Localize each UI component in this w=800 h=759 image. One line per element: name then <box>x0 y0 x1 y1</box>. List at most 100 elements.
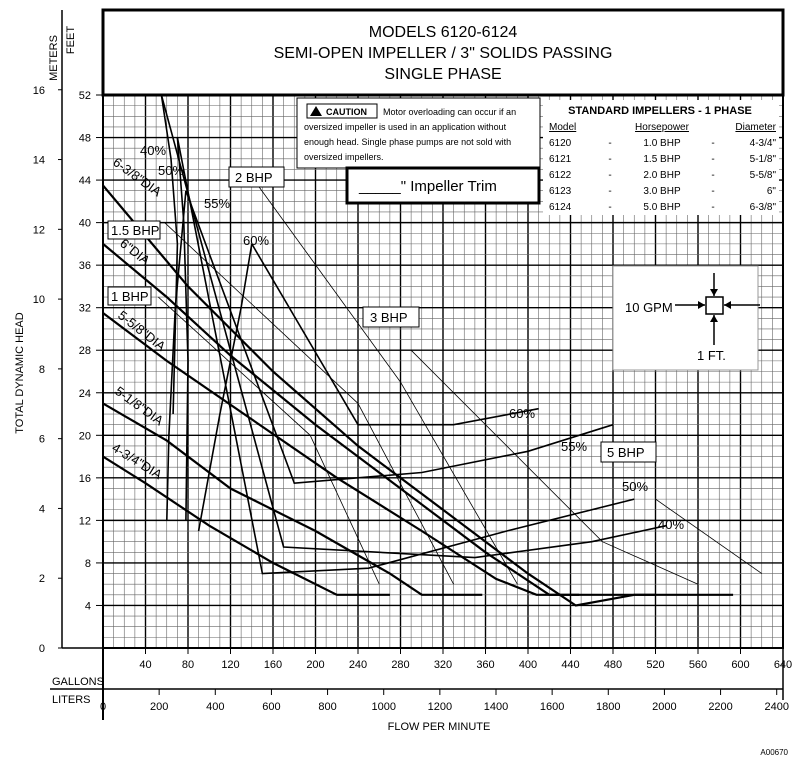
tick-label-liters: 2200 <box>708 701 732 713</box>
tick-label-meters: 12 <box>33 224 45 236</box>
head-curve <box>102 184 734 607</box>
tick-label-feet: 16 <box>79 473 91 485</box>
label-eff-40-top: 40% <box>140 143 166 158</box>
tick-label-gallons: 440 <box>561 659 579 671</box>
tick-label-meters: 10 <box>33 294 45 306</box>
tick-label-liters: 1000 <box>371 701 395 713</box>
scale-ft-label: 1 FT. <box>697 348 726 363</box>
x-axis-label: FLOW PER MINUTE <box>388 721 491 733</box>
efficiency-curve <box>176 137 189 521</box>
tick-label-feet: 28 <box>79 345 91 357</box>
head-curve <box>102 243 656 596</box>
feet-axis-label: FEET <box>65 26 77 54</box>
table-cell: 6120 <box>549 138 572 149</box>
tick-label-feet: 8 <box>85 558 91 570</box>
table-cell: 4-3/4" <box>750 138 777 149</box>
tick-label-meters: 16 <box>33 85 45 97</box>
tick-label-feet: 36 <box>79 260 91 272</box>
efficiency-curve <box>176 137 635 575</box>
table-cell: - <box>711 202 714 213</box>
tick-label-liters: 800 <box>318 701 336 713</box>
tick-label-feet: 32 <box>79 303 91 315</box>
table-cell: 2.0 BHP <box>643 170 681 181</box>
table-cell: - <box>608 202 611 213</box>
label-1-bhp: 1 BHP <box>111 289 149 304</box>
table-cell: 5-5/8" <box>750 170 777 181</box>
efficiency-curve <box>166 190 187 521</box>
title-line-2: SEMI-OPEN IMPELLER / 3" SOLIDS PASSING <box>274 45 613 62</box>
impeller-trim-text: _____" Impeller Trim <box>358 178 497 195</box>
gallons-axis-label: GALLONS <box>52 676 104 688</box>
table-header-diameter: Diameter <box>735 122 776 133</box>
svg-text:!: ! <box>317 111 319 117</box>
caution-box: ! CAUTION Motor overloading can occur if… <box>296 97 541 169</box>
warning-icon <box>310 106 322 116</box>
table-cell: - <box>711 138 714 149</box>
efficiency-curve <box>160 94 667 559</box>
tick-label-liters: 1200 <box>428 701 452 713</box>
efficiency-curve <box>185 190 614 485</box>
label-eff-55-top: 55% <box>204 196 230 211</box>
head-curve <box>102 455 390 596</box>
table-cell: 6124 <box>549 202 572 213</box>
figure-code: A00670 <box>760 748 788 757</box>
tick-label-gallons: 400 <box>519 659 537 671</box>
tick-label-gallons: 320 <box>434 659 452 671</box>
tick-label-gallons: 160 <box>264 659 282 671</box>
tick-label-gallons: 640 <box>774 659 792 671</box>
tick-label-liters: 1600 <box>540 701 564 713</box>
table-cell: 6123 <box>549 186 572 197</box>
caution-badge: CAUTION <box>326 107 367 117</box>
y-axis-label: TOTAL DYNAMIC HEAD <box>14 312 26 433</box>
tick-label-meters: 4 <box>39 503 45 515</box>
table-cell: - <box>608 154 611 165</box>
tick-label-liters: 1800 <box>596 701 620 713</box>
label-eff-40-right: 40% <box>658 517 684 532</box>
title-line-3: SINGLE PHASE <box>384 66 501 83</box>
tick-label-gallons: 280 <box>391 659 409 671</box>
bhp-line <box>410 349 699 585</box>
tick-label-feet: 4 <box>85 600 91 612</box>
table-cell: 6122 <box>549 170 572 181</box>
tick-label-liters: 2400 <box>764 701 788 713</box>
table-cell: 1.5 BHP <box>643 154 681 165</box>
efficiency-curve <box>251 243 539 426</box>
caution-line-3: enough head. Single phase pumps are not … <box>304 137 511 147</box>
head-curve <box>102 402 483 596</box>
table-cell: 6" <box>767 186 777 197</box>
label-eff-50-right: 50% <box>622 479 648 494</box>
table-cell: 5-1/8" <box>750 154 777 165</box>
table-cell: 1.0 BHP <box>643 138 681 149</box>
caution-line-2: oversized impeller is used in an applica… <box>304 122 507 132</box>
tick-label-liters: 0 <box>100 701 106 713</box>
label-5-bhp: 5 BHP <box>607 445 645 460</box>
tick-label-feet: 20 <box>79 430 91 442</box>
label-5-5-8-dia: 5-5/8"DIA <box>115 308 169 354</box>
scale-box: 10 GPM 1 FT. <box>612 265 760 371</box>
tick-label-feet: 12 <box>79 515 91 527</box>
tick-label-gallons: 80 <box>182 659 194 671</box>
scale-square <box>705 296 724 315</box>
bhp-line <box>158 296 380 585</box>
table-cell: - <box>608 138 611 149</box>
title-line-1: MODELS 6120-6124 <box>369 24 518 41</box>
impeller-trim-box: _____" Impeller Trim <box>345 166 541 205</box>
meters-axis-label: METERS <box>48 35 60 81</box>
tick-label-liters: 400 <box>206 701 224 713</box>
table-rows: 6120 - 1.0 BHP - 4-3/4" 6121 - 1.5 BHP - 5-1/8" 61… <box>549 138 776 213</box>
table-cell: - <box>608 186 611 197</box>
table-cell: 3.0 BHP <box>643 186 681 197</box>
label-2-bhp: 2 BHP <box>235 170 273 185</box>
tick-label-liters: 200 <box>150 701 168 713</box>
bhp-line <box>164 222 454 585</box>
tick-label-meters: 2 <box>39 573 45 585</box>
tick-label-feet: 44 <box>79 175 91 187</box>
tick-label-meters: 0 <box>39 643 45 655</box>
tick-label-liters: 1400 <box>484 701 508 713</box>
scale-gpm-label: 10 GPM <box>625 300 673 315</box>
label-5-1-8-dia: 5-1/8"DIA <box>112 383 166 428</box>
label-eff-55-right: 55% <box>561 439 587 454</box>
label-3-bhp: 3 BHP <box>370 310 408 325</box>
table-cell: 6-3/8" <box>750 202 777 213</box>
